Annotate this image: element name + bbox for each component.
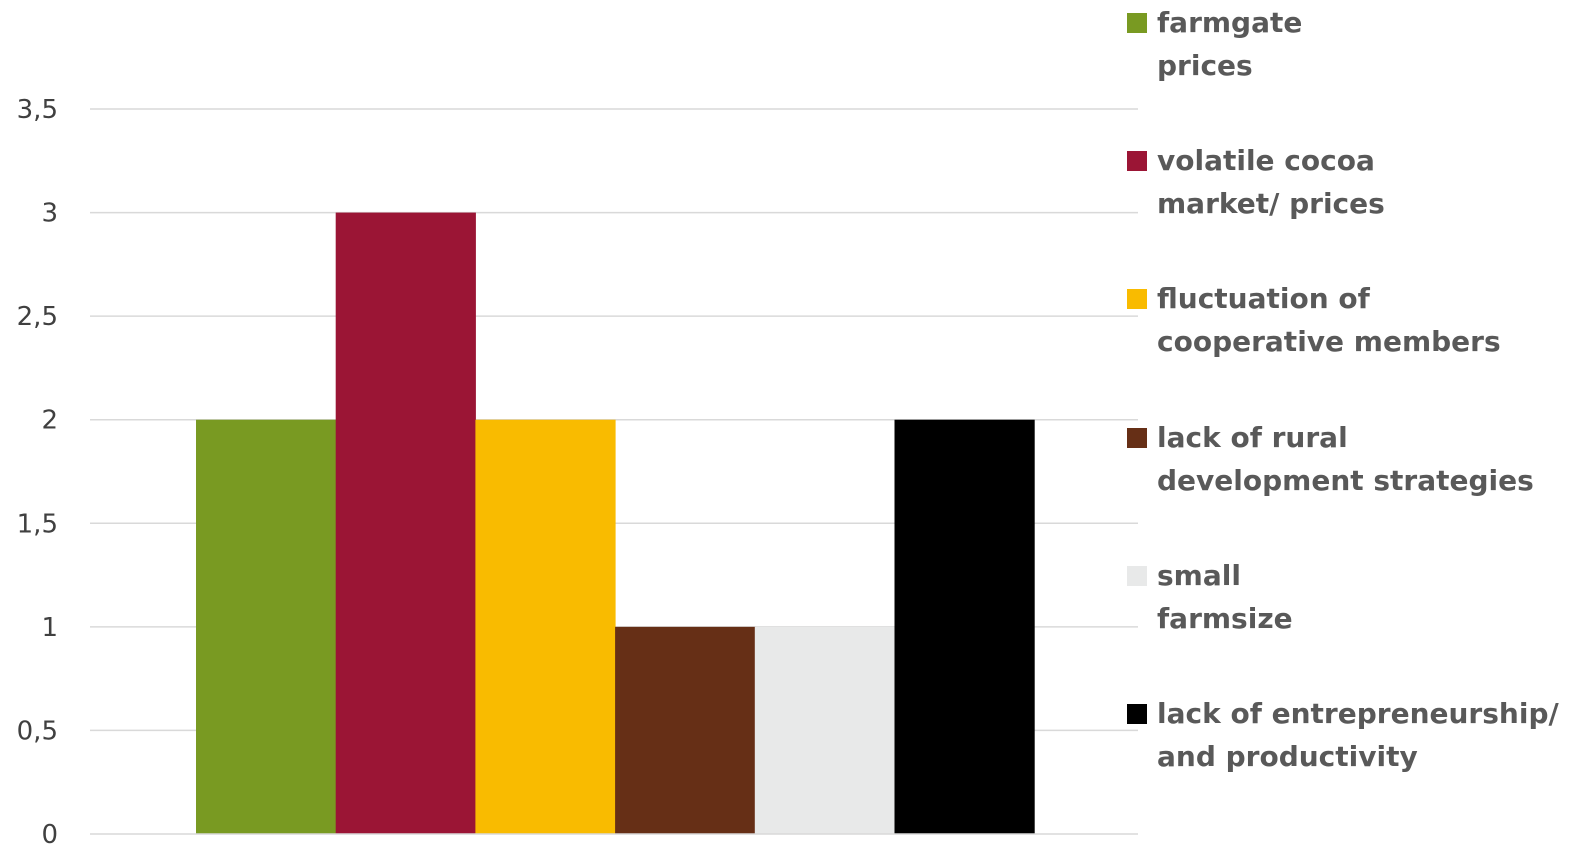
y-axis-tick-labels: 0 0,5 1 1,5 2 2,5 3 3,5 — [17, 95, 58, 849]
legend-label-line: small — [1157, 559, 1241, 592]
legend-swatch — [1127, 13, 1147, 33]
y-tick-label: 1 — [41, 613, 58, 643]
legend-label-line: lack of rural — [1157, 421, 1348, 454]
y-tick-label: 2 — [41, 406, 58, 436]
legend-label-line: farmgate — [1157, 6, 1303, 39]
legend-label-line: lack of entrepreneurship/ — [1157, 697, 1559, 730]
legend-label: small farmsize — [1157, 554, 1572, 640]
y-tick-label: 0 — [41, 820, 58, 849]
legend-label-line: market/ prices — [1157, 187, 1385, 220]
bars — [196, 212, 1035, 835]
bar-2 — [335, 212, 476, 835]
legend-label: fluctuation of cooperative members — [1157, 277, 1572, 363]
legend-swatch — [1127, 704, 1147, 724]
legend-swatch — [1127, 289, 1147, 309]
legend-label-line: fluctuation of — [1157, 282, 1370, 315]
legend-label-line: farmsize — [1157, 602, 1293, 635]
legend-label: volatile cocoa market/ prices — [1157, 139, 1572, 225]
bar-1 — [196, 419, 337, 834]
legend-label-line: development strategies — [1157, 464, 1534, 497]
bar-3 — [475, 419, 616, 834]
bar-6 — [894, 419, 1035, 834]
legend-label: lack of entrepreneurship/and productivit… — [1157, 692, 1572, 778]
y-tick-label: 2,5 — [17, 302, 58, 332]
y-tick-label: 3 — [41, 199, 58, 229]
legend-swatch — [1127, 566, 1147, 586]
legend-label-line: and productivity — [1157, 740, 1418, 773]
bar-5 — [754, 626, 895, 834]
legend-label-line: volatile cocoa — [1157, 144, 1375, 177]
legend-label: lack of rural development strategies — [1157, 416, 1572, 502]
legend-swatch — [1127, 151, 1147, 171]
legend-label: farmgate prices — [1157, 1, 1572, 87]
y-tick-label: 3,5 — [17, 95, 58, 125]
y-tick-label: 0,5 — [17, 716, 58, 746]
y-tick-label: 1,5 — [17, 509, 58, 539]
legend-label-line: cooperative members — [1157, 325, 1501, 358]
bar-4 — [615, 626, 756, 834]
legend-swatch — [1127, 428, 1147, 448]
legend-label-line: prices — [1157, 49, 1253, 82]
